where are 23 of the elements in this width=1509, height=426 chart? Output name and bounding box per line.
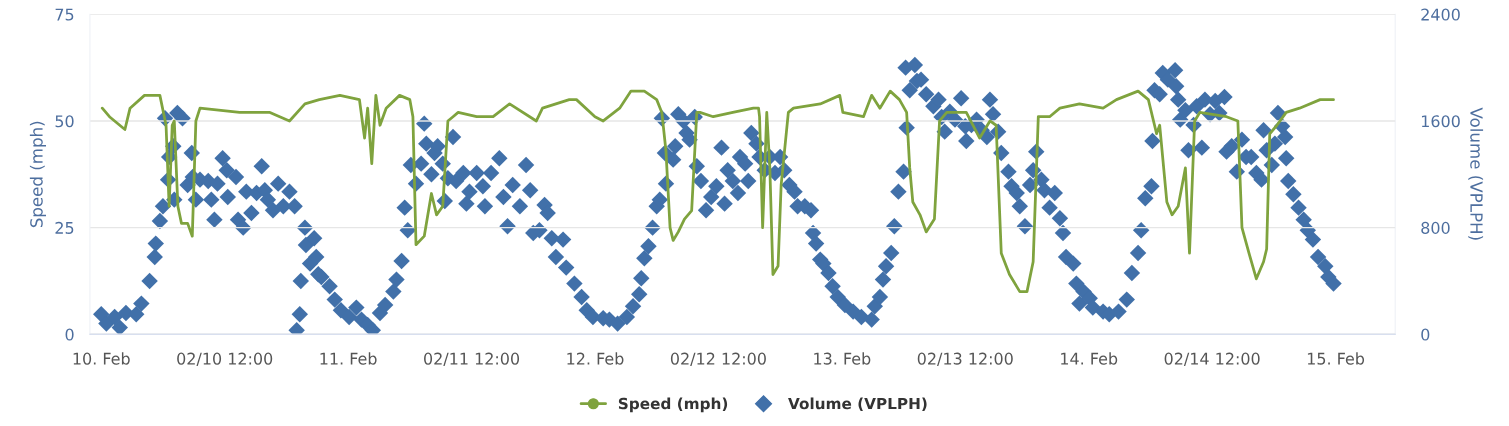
y-tick-label: 0 — [65, 328, 74, 341]
y2-tick-label: 2400 — [1421, 8, 1460, 21]
x-tick-label: 13. Feb — [814, 352, 871, 365]
y2-tick-label: 800 — [1421, 221, 1450, 234]
x-tick-label: 02/11 12:00 — [424, 352, 520, 366]
x-tick-label: 14. Feb — [1061, 352, 1118, 365]
x-tick-label: 11. Feb — [320, 352, 377, 365]
y-tick-label: 75 — [55, 8, 74, 21]
x-tick-label: 12. Feb — [567, 352, 624, 365]
y2-tick-label: 0 — [1421, 328, 1430, 341]
x-tick-label: 02/10 12:00 — [177, 352, 273, 366]
x-tick-label: 15. Feb — [1307, 352, 1365, 365]
x-tick-label: 02/13 12:00 — [917, 352, 1013, 366]
y-axis-title: Speed (mph) — [29, 121, 46, 228]
y2-tick-label: 1600 — [1421, 115, 1460, 128]
x-tick-label: 02/12 12:00 — [670, 352, 766, 366]
x-tick-label: 02/14 12:00 — [1164, 352, 1260, 366]
x-tick-label: 10. Feb — [73, 352, 130, 365]
y2-axis-title: Volume (VPLPH) — [1468, 107, 1484, 240]
y-tick-label: 25 — [55, 221, 74, 234]
legend-label: Speed (mph) — [618, 397, 728, 413]
y-tick-label: 50 — [55, 115, 74, 128]
legend-label: Volume (VPLPH) — [788, 397, 927, 412]
